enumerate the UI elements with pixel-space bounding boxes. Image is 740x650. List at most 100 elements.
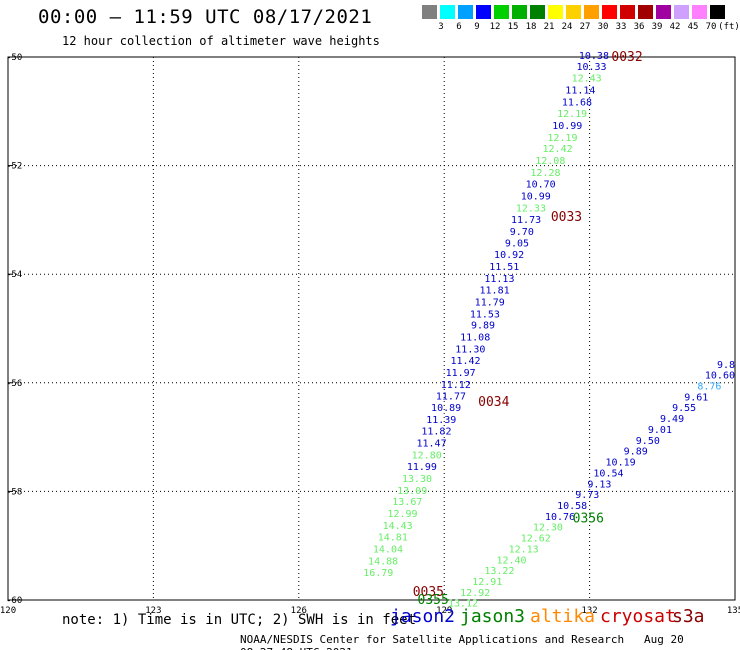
legend-swatch [656, 5, 671, 19]
legend-label: 30 [597, 22, 609, 32]
wave-height-value: 11.12 [441, 380, 471, 391]
wave-height-value: 10.54 [593, 468, 623, 479]
legend-label: 27 [579, 22, 591, 32]
legend-swatch [674, 5, 689, 19]
wave-height-value: 13.30 [402, 474, 432, 485]
wave-height-value: 9.13 [587, 479, 611, 490]
legend-label: 3 [438, 22, 444, 32]
wave-height-value: 11.47 [417, 439, 447, 450]
y-tick-label: -56 [6, 379, 22, 389]
wave-height-value: 11.13 [484, 274, 514, 285]
wave-height-value: 12.19 [547, 133, 577, 144]
wave-height-value: 12.33 [516, 203, 546, 214]
wave-height-value: 9.49 [660, 414, 684, 425]
legend-label: 70 [705, 22, 717, 32]
wave-height-value: 12.92 [460, 588, 490, 599]
footer-credit: NOAA/NESDIS Center for Satellite Applica… [240, 633, 740, 650]
wave-height-value: 12.40 [496, 555, 526, 566]
legend-swatch [584, 5, 599, 19]
wave-height-value: 14.04 [373, 544, 403, 555]
satellite-jason2: jason2 [390, 606, 456, 627]
legend-label: 12 [489, 22, 501, 32]
wave-height-value: 11.81 [480, 285, 510, 296]
legend-swatch [620, 5, 635, 19]
legend-label: 39 [651, 22, 663, 32]
wave-height-value: 10.38 [579, 51, 609, 62]
wave-height-value: 14.43 [383, 521, 413, 532]
wave-height-value: 9.55 [672, 403, 696, 414]
wave-height-value: 9.50 [636, 436, 660, 447]
wave-height-value: 11.82 [421, 427, 451, 438]
satellite-altika: altika [530, 606, 596, 627]
wave-height-value: 9.8 [717, 360, 735, 371]
legend-swatch [494, 5, 509, 19]
wave-height-value: 9.89 [624, 447, 648, 458]
legend-swatch [638, 5, 653, 19]
pass-time-label: 0034 [478, 395, 509, 410]
wave-height-value: 9.70 [510, 227, 534, 238]
wave-height-value: 9.73 [575, 490, 599, 501]
wave-height-value: 12.80 [412, 450, 442, 461]
wave-height-value: 10.19 [606, 458, 636, 469]
legend-label: 42 [669, 22, 681, 32]
legend-swatch [566, 5, 581, 19]
chart-title: 00:00 – 11:59 UTC 08/17/2021 [38, 6, 373, 28]
wave-height-value: 10.76 [545, 512, 575, 523]
wave-height-value: 14.81 [378, 532, 408, 543]
legend-swatch [602, 5, 617, 19]
wave-height-value: 11.68 [562, 98, 592, 109]
wave-height-value: 12.99 [387, 509, 417, 520]
y-tick-label: -58 [6, 487, 22, 497]
legend-label: 6 [456, 22, 462, 32]
y-tick-label: -50 [6, 53, 22, 63]
wave-height-value: 14.88 [368, 556, 398, 567]
wave-height-value: 11.39 [426, 415, 456, 426]
wave-height-value: 11.97 [446, 368, 476, 379]
pass-time-label: 0035 [413, 585, 444, 600]
satellite-cryosat: cryosat [600, 606, 676, 627]
footer-note: note: 1) Time is in UTC; 2) SWH is in fe… [62, 612, 417, 628]
satellite-jason3: jason3 [460, 606, 526, 627]
legend-swatch [710, 5, 725, 19]
wave-height-value: 11.77 [436, 391, 466, 402]
wave-height-value: 16.79 [363, 568, 393, 579]
legend-label: 9 [474, 22, 480, 32]
wave-height-value: 10.99 [521, 191, 551, 202]
pass-time-label: 0355 [418, 593, 449, 608]
wave-height-value: 12.19 [557, 109, 587, 120]
wave-height-value: 12.08 [535, 156, 565, 167]
wave-height-value: 11.99 [407, 462, 437, 473]
legend-label: 15 [507, 22, 519, 32]
legend-label: 45 [687, 22, 699, 32]
legend-label: 21 [543, 22, 555, 32]
wave-height-value: 11.30 [455, 345, 485, 356]
legend-swatch [476, 5, 491, 19]
wave-height-value: 13.09 [397, 486, 427, 497]
y-tick-label: -52 [6, 162, 22, 172]
wave-height-value: 10.33 [576, 62, 606, 73]
wave-height-value: 9.89 [471, 321, 495, 332]
pass-time-label: 0032 [611, 50, 642, 65]
wave-height-value: 10.99 [552, 121, 582, 132]
wave-height-value: 13.22 [484, 566, 514, 577]
x-tick-label: 126 [291, 606, 307, 616]
wave-height-value: 11.08 [460, 333, 490, 344]
y-tick-label: -60 [6, 596, 22, 606]
satellite-s3a: s3a [672, 606, 705, 627]
legend-swatch [530, 5, 545, 19]
wave-height-value: 12.28 [530, 168, 560, 179]
wave-height-value: 13.67 [392, 497, 422, 508]
wave-height-value: 12.62 [521, 534, 551, 545]
wave-height-value: 11.51 [489, 262, 519, 273]
wave-height-value: 9.05 [505, 239, 529, 250]
x-tick-label: 135 [727, 606, 740, 616]
chart-subtitle: 12 hour collection of altimeter wave hei… [62, 34, 380, 48]
wave-height-value: 10.58 [557, 501, 587, 512]
wave-height-value: 11.14 [565, 86, 595, 97]
legend-swatch [548, 5, 563, 19]
wave-height-value: 12.42 [543, 144, 573, 155]
wave-height-value: 12.91 [472, 577, 502, 588]
legend-swatch [440, 5, 455, 19]
